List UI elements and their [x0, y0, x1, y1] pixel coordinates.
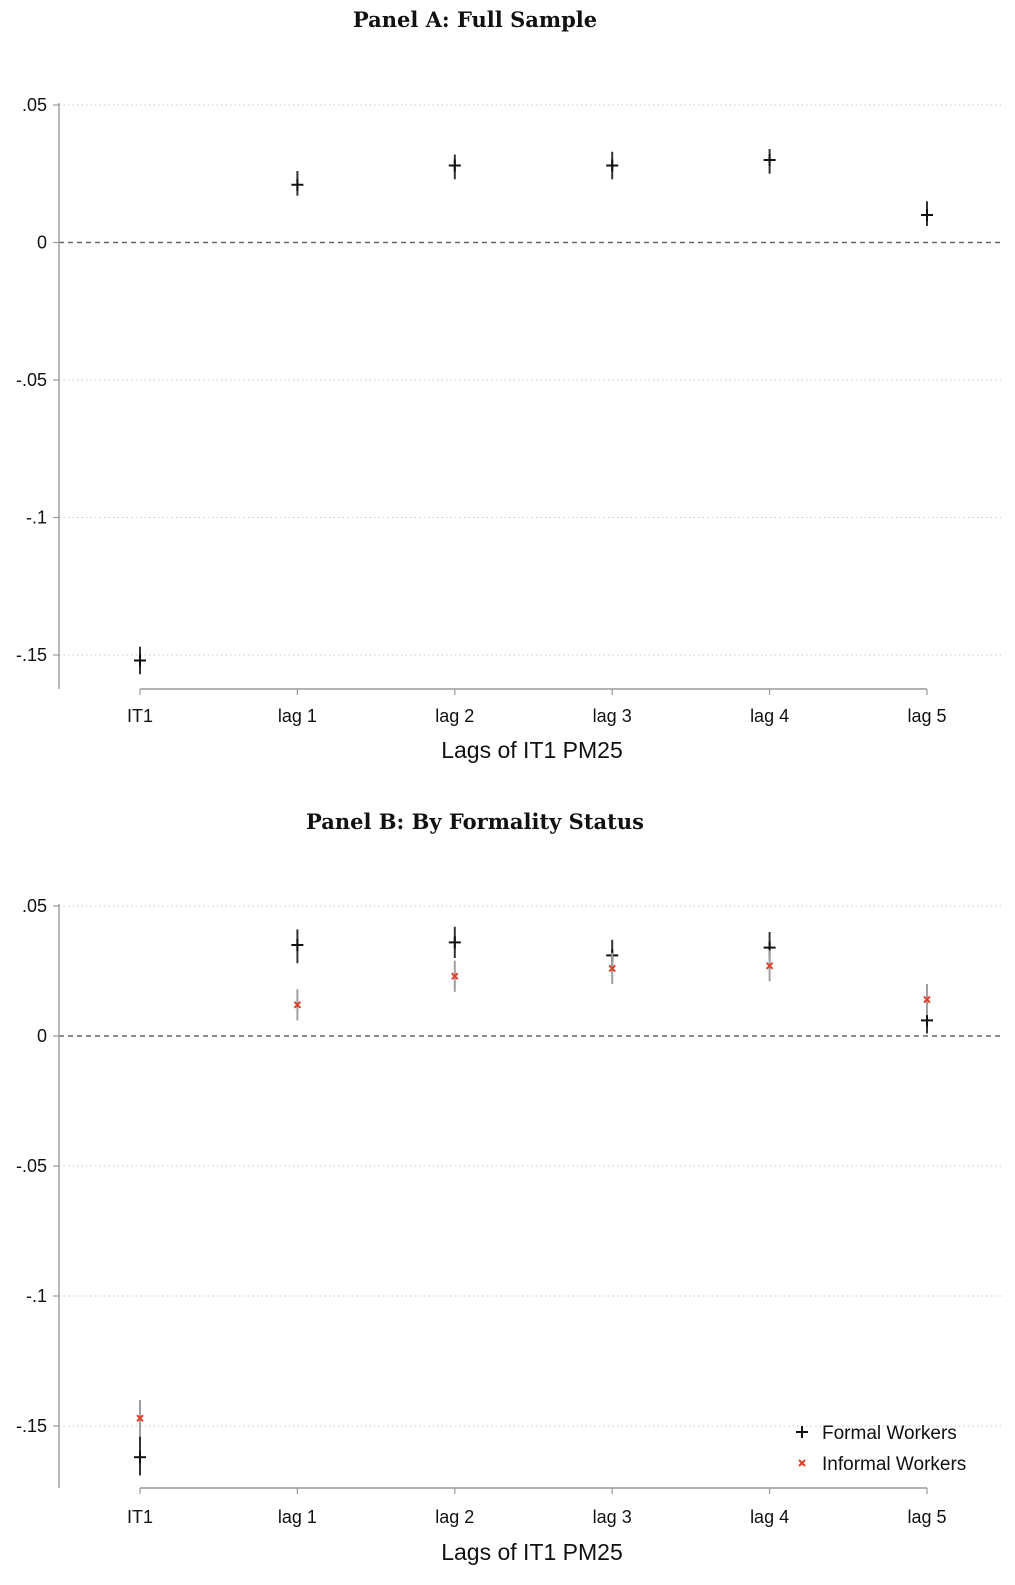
panel-b-y-tick-label: -.15	[16, 1416, 47, 1436]
panel-b-legend: Formal Workers Informal Workers	[796, 1423, 966, 1475]
panel-a-y-tick-label: .05	[22, 95, 47, 115]
panel-a-y-tick-label: -.1	[26, 508, 47, 528]
data-point	[763, 154, 776, 166]
data-point	[451, 972, 459, 980]
data-point	[606, 159, 619, 172]
panel-b-x-tick-label: lag 5	[907, 1507, 946, 1527]
panel-a-x-tick-label: IT1	[127, 706, 153, 726]
panel-a-x-tick-label: lag 4	[750, 706, 789, 726]
panel-a-y-tick-label: 0	[37, 233, 47, 253]
panel-a-x-tick-label: lag 3	[593, 706, 632, 726]
data-point-b	[451, 972, 459, 980]
data-point-b	[923, 995, 931, 1004]
panel-b-x-tick-label: lag 2	[435, 1507, 474, 1527]
data-point	[136, 1414, 144, 1422]
panel-b-y-tick-label: -.1	[26, 1286, 47, 1306]
data-point	[921, 209, 933, 221]
data-point	[291, 178, 304, 191]
data-point	[921, 1014, 933, 1027]
panel-b-x-tick-label: IT1	[127, 1507, 153, 1527]
panel-b-x-tick-label: lag 3	[593, 1507, 632, 1527]
panel-a-x-axis-title: Lags of IT1 PM25	[441, 737, 623, 763]
legend-marker	[796, 1426, 808, 1438]
panel-b-y-tick-label: .05	[22, 896, 47, 916]
panel-a-y-tick-label: -.05	[16, 370, 47, 390]
panel-b-series-formal-workers	[134, 926, 933, 1476]
data-point	[765, 962, 774, 970]
data-point	[293, 1001, 302, 1009]
panel-a-x-tick-label: lag 1	[278, 706, 317, 726]
panel-b-y-tick-label: 0	[37, 1026, 47, 1046]
panel-a: Panel A: Full Sample .05 0 -.05 -.1 -.15 IT1 la…	[16, 7, 1003, 763]
data-point-b	[136, 1414, 144, 1422]
panel-a-x-tick-label: lag 2	[435, 706, 474, 726]
data-point	[134, 1451, 146, 1464]
panel-b-series-informal-workers	[136, 950, 931, 1437]
data-point	[608, 964, 616, 973]
panel-a-series-estimates	[134, 149, 933, 675]
legend-marker	[798, 1459, 806, 1467]
data-point	[291, 939, 304, 951]
panel-b-title: Panel B: By Formality Status	[306, 809, 644, 834]
panel-b-y-tick-label: -.05	[16, 1156, 47, 1176]
legend-label: Formal Workers	[822, 1423, 957, 1444]
legend-label: Informal Workers	[822, 1454, 966, 1475]
data-point	[923, 995, 931, 1004]
data-point	[448, 936, 461, 949]
panel-b-x-tick-label: lag 1	[278, 1507, 317, 1527]
panel-a-x-tick-label: lag 5	[907, 706, 946, 726]
legend-marker-b	[798, 1459, 806, 1467]
data-point	[134, 654, 146, 667]
panel-b-x-tick-label: lag 4	[750, 1507, 789, 1527]
data-point-b	[765, 962, 774, 970]
panel-b-x-axis-title: Lags of IT1 PM25	[441, 1539, 623, 1565]
data-point-b	[608, 964, 616, 973]
data-point	[448, 159, 461, 172]
data-point-b	[293, 1001, 302, 1009]
panel-a-title: Panel A: Full Sample	[353, 7, 597, 32]
panel-a-y-tick-label: -.15	[16, 645, 47, 665]
panel-b: Panel B: By Formality Status .05 0 -.05 -.1 -…	[16, 809, 1003, 1565]
